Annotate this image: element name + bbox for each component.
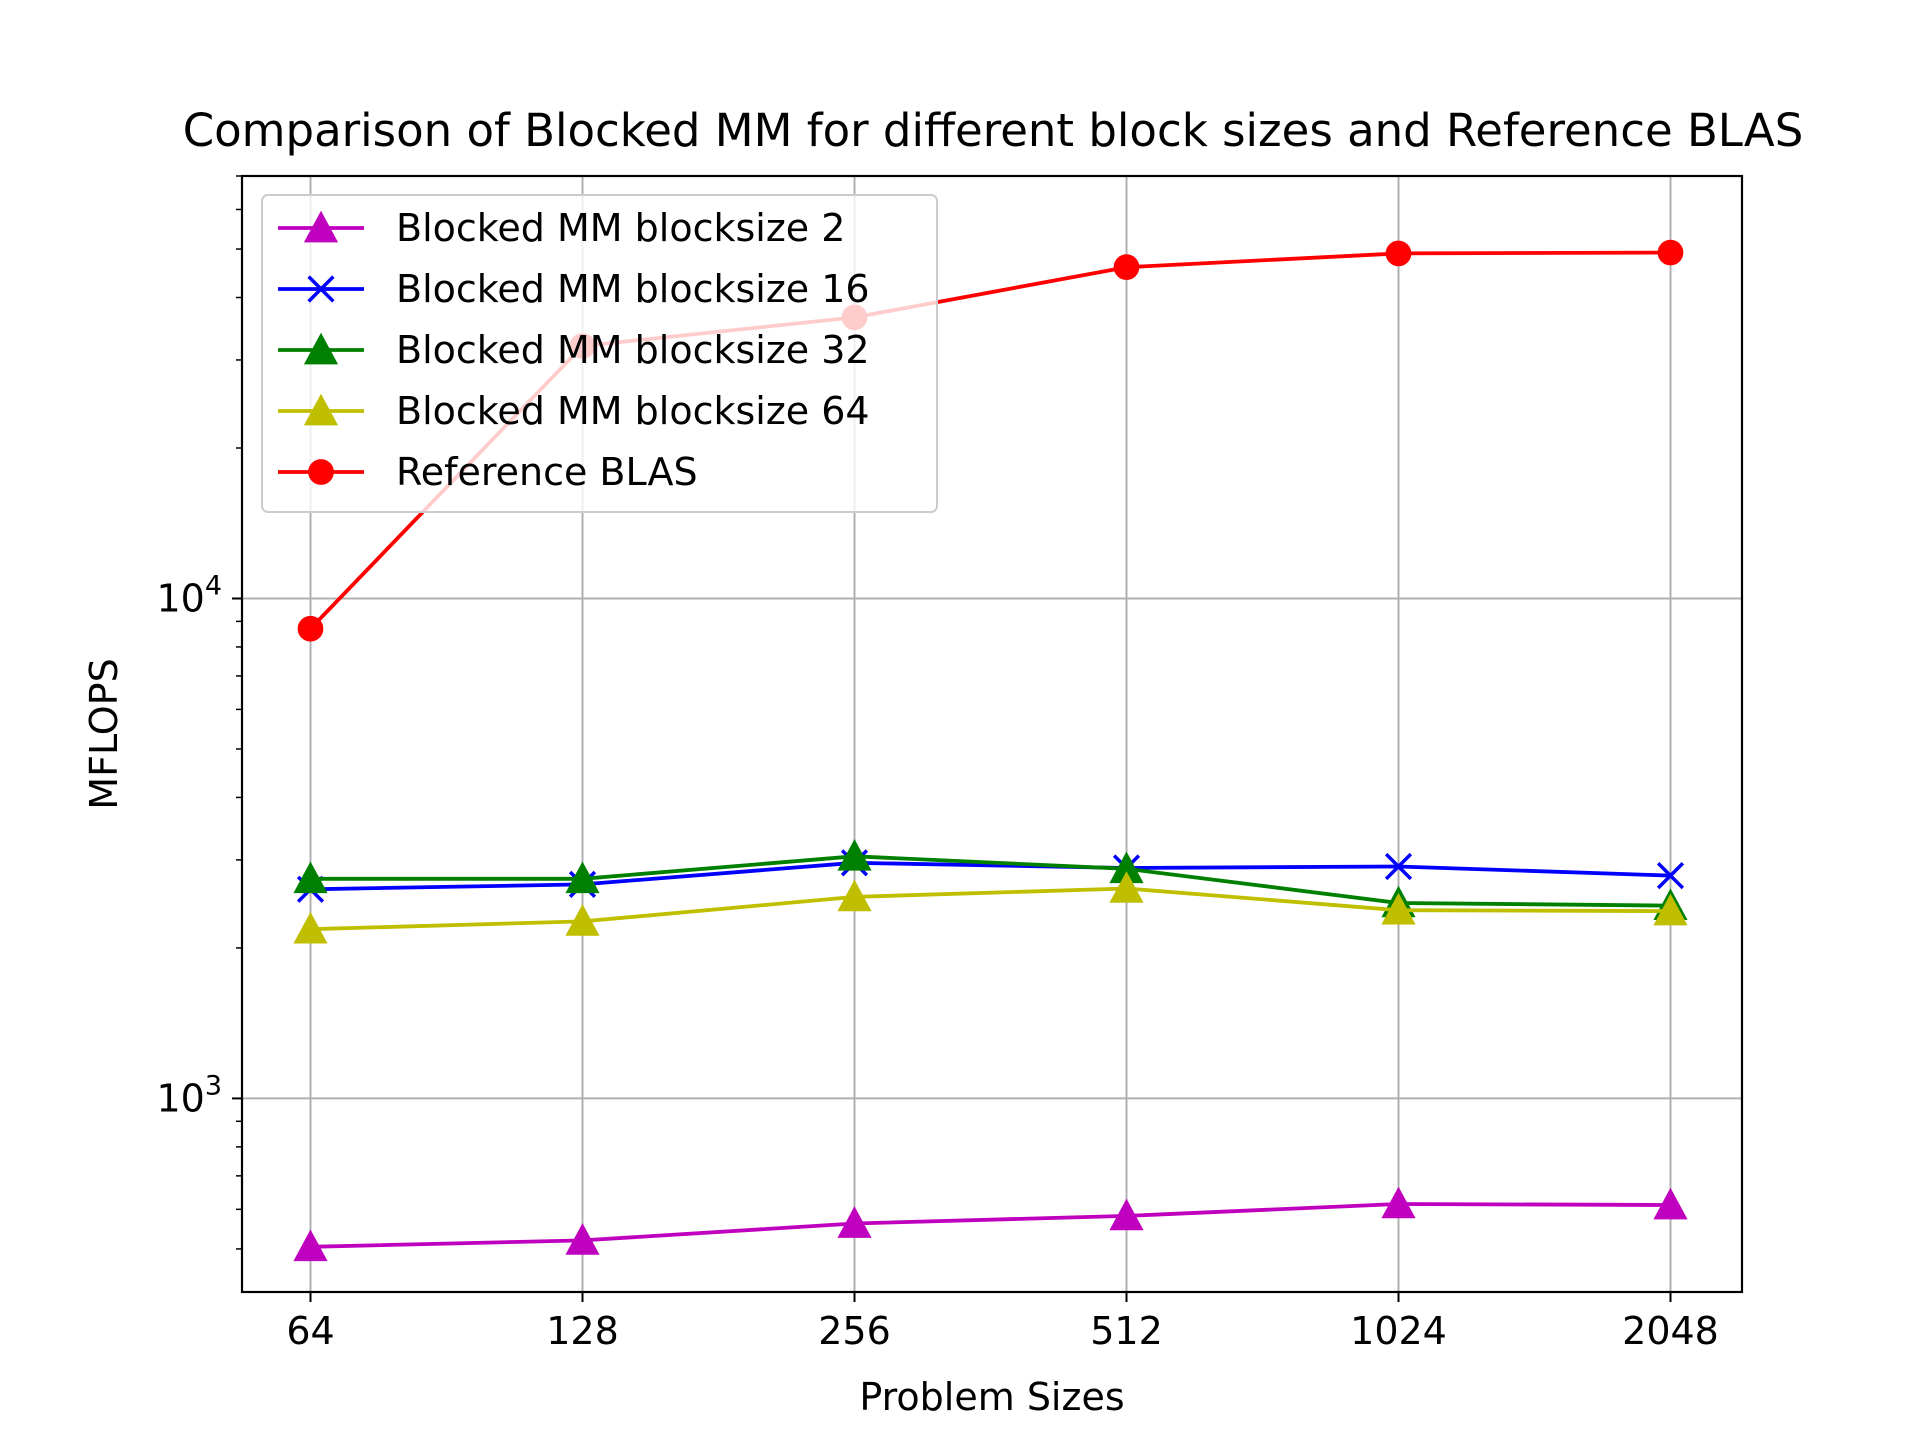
series-marker: [1657, 239, 1684, 266]
series-marker: [837, 1206, 872, 1238]
series-marker: [1109, 1198, 1144, 1231]
series-marker: [1381, 892, 1416, 925]
x-tick-label: 64: [286, 1309, 334, 1353]
legend-swatch-marker: [303, 210, 339, 243]
series-marker: [293, 861, 328, 894]
legend-label: Blocked MM blocksize 2: [396, 206, 845, 250]
series-marker: [1653, 893, 1688, 926]
series-marker: [293, 1229, 328, 1262]
series-marker: [565, 861, 600, 894]
legend-box: [261, 194, 938, 513]
y-tick-label: 104: [156, 570, 222, 620]
series: [293, 871, 1688, 944]
series-line: [310, 854, 1671, 908]
series-marker: [293, 911, 328, 944]
legend-swatch-marker: [303, 332, 339, 365]
x-tick-label: 1024: [1350, 1309, 1447, 1353]
axes: 64 128 256 512 1024 2048 103 104: [156, 175, 1719, 1353]
legend-label: Reference BLAS: [396, 450, 698, 494]
series-line: [310, 860, 1671, 892]
legend-swatch-marker: [308, 459, 334, 485]
series-marker: [1656, 862, 1685, 890]
series-marker: [565, 1223, 600, 1255]
chart-title: Comparison of Blocked MM for different b…: [183, 104, 1804, 157]
x-tick-label: 2048: [1622, 1309, 1719, 1353]
x-tick-label: 256: [818, 1309, 891, 1353]
series-marker: [1109, 871, 1144, 903]
series-marker: [1653, 1187, 1688, 1220]
series-marker: [837, 839, 872, 871]
series-marker: [1113, 254, 1140, 281]
series-marker: [837, 879, 872, 912]
series: [293, 1186, 1688, 1262]
legend-swatch-marker: [307, 275, 335, 303]
legend: Blocked MM blocksize 2 Blocked MM blocksi…: [261, 194, 938, 513]
legend-label: Blocked MM blocksize 16: [396, 267, 870, 311]
legend-label: Blocked MM blocksize 32: [396, 328, 870, 372]
legend-swatch-marker: [303, 393, 339, 426]
series-marker: [1381, 1186, 1416, 1219]
x-tick-label: 128: [546, 1309, 619, 1353]
y-axis-label: MFLOPS: [82, 658, 126, 809]
legend-label: Blocked MM blocksize 64: [396, 389, 870, 433]
series-line: [310, 886, 1671, 932]
series-marker: [297, 615, 324, 642]
x-tick-label: 512: [1090, 1309, 1163, 1353]
series-marker: [1384, 852, 1413, 881]
series-line: [310, 1202, 1671, 1249]
series-marker: [565, 904, 600, 936]
y-tick-label: 103: [156, 1070, 222, 1120]
plot-frame: [240, 174, 1744, 1294]
series-marker: [1385, 240, 1412, 267]
x-axis-label: Problem Sizes: [859, 1375, 1124, 1419]
